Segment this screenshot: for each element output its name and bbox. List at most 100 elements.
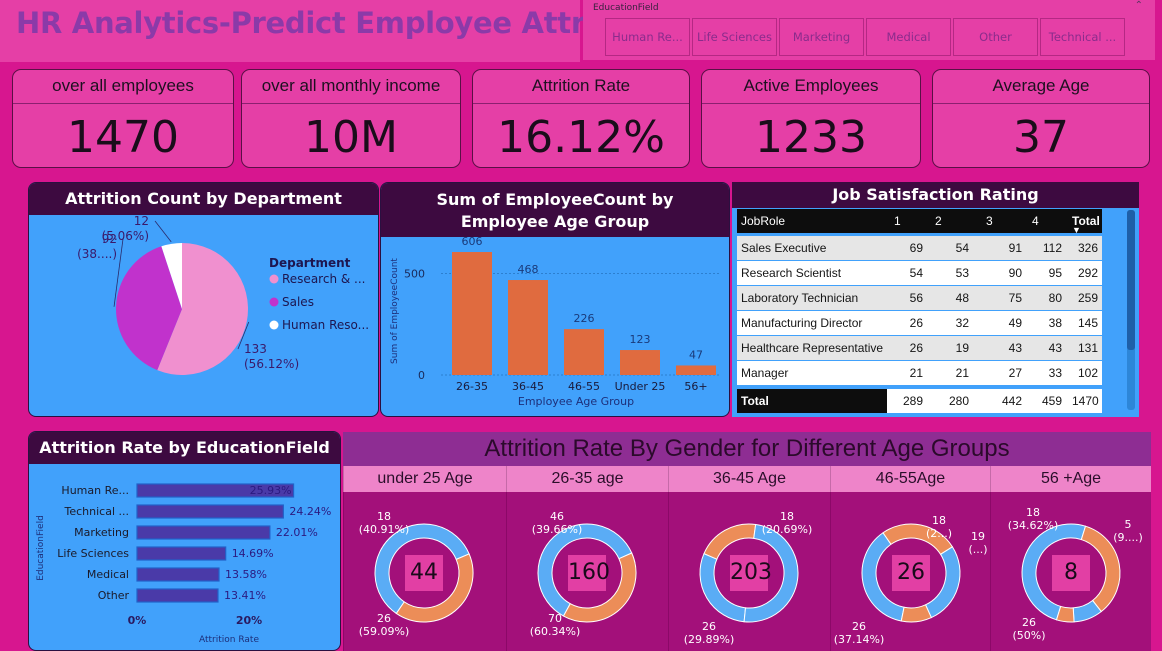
bar xyxy=(136,567,220,582)
bar xyxy=(136,546,227,561)
donut-cell: 160 70 (60.34%) 46 (39.66%) xyxy=(506,492,668,651)
legend-entry: Human Reso... xyxy=(282,318,369,332)
pie-pct-label: (5.06%) xyxy=(102,229,149,243)
donut-slice-label: 26 (50%) xyxy=(999,616,1059,642)
table-cell-value: 259 xyxy=(1077,291,1098,305)
table-header-row: JobRole 1 2 3 4 Total ▼ xyxy=(737,209,1102,235)
bar-value-label: 226 xyxy=(574,312,595,325)
slice-count: 18 xyxy=(1026,506,1040,519)
slicer-option[interactable]: Life Sciences xyxy=(692,18,777,56)
kpi-divider xyxy=(702,103,920,104)
donut-slice xyxy=(924,546,961,619)
section-title: Attrition Rate By Gender for Different A… xyxy=(343,432,1151,466)
kpi-label: Attrition Rate xyxy=(531,76,631,95)
x-tick-label: 36-45 xyxy=(512,380,544,393)
slicer-option[interactable]: Medical xyxy=(866,18,951,56)
age-group-bar-panel: Sum of EmployeeCount by Employee Age Gro… xyxy=(380,182,730,417)
table-cell-value: 3 xyxy=(986,214,993,228)
page-title: HR Analytics-Predict Employee Attrition xyxy=(16,6,658,40)
pie-slice xyxy=(157,243,249,375)
table-cell-value: 112 xyxy=(1042,241,1062,255)
table-cell-value: 21 xyxy=(909,366,923,380)
kpi-label: Average Age xyxy=(992,76,1090,95)
slice-pct: (29.89%) xyxy=(683,633,735,646)
bar xyxy=(452,252,492,375)
x-tick-label: 20% xyxy=(236,614,262,627)
table-cell-value: 292 xyxy=(1077,266,1098,280)
scrollbar-thumb[interactable] xyxy=(1127,210,1135,350)
slicer-option[interactable]: Other xyxy=(953,18,1038,56)
table-row: Research Scientist 54 53 90 95 292 xyxy=(737,261,1102,285)
kpi-card-average-age: Average Age 37 xyxy=(932,69,1150,168)
table-cell-value: 26 xyxy=(909,341,923,355)
y-tick-label: Technical ... xyxy=(64,505,130,518)
table-cell-value: 48 xyxy=(955,291,969,305)
table-cell-value: 27 xyxy=(1008,366,1022,380)
donut-slice xyxy=(562,552,637,623)
slice-pct: (39.66%) xyxy=(531,523,583,536)
age-group-header: 26-35 age xyxy=(506,466,668,492)
slice-pct: (50%) xyxy=(1012,629,1046,642)
donut-center-value: 44 xyxy=(405,555,443,591)
education-field-bar-chart: Human Re... 25.93% Technical ... 24.24% Mark… xyxy=(36,483,331,645)
donut-cell: 8 26 (50%) 18 (34.62%) 5 (9....) xyxy=(990,492,1151,651)
y-tick-label: 0 xyxy=(418,369,425,382)
slicer-option[interactable]: Human Re... xyxy=(605,18,690,56)
donut-cell: 26 26 (37.14%) 18 (2...) 19 (...) xyxy=(830,492,990,651)
pie-slice xyxy=(161,243,182,309)
donut-slice-label: 5 (9....) xyxy=(1113,518,1143,544)
table-scrollbar[interactable] xyxy=(1127,210,1135,410)
legend-entry: Research & ... xyxy=(282,272,365,286)
table-cell-value: 459 xyxy=(1041,394,1062,408)
table-cell-label: Research Scientist xyxy=(741,266,842,280)
table-cell-value: 19 xyxy=(955,341,969,355)
gender-donut-chart xyxy=(699,523,799,623)
table-cell-value: 38 xyxy=(1048,316,1062,330)
legend-title: Department xyxy=(269,256,351,270)
table-cell-value: 43 xyxy=(1008,341,1022,355)
donut-center-value: 160 xyxy=(568,555,610,591)
table-cell-value: 43 xyxy=(1048,341,1062,355)
slice-count: 19 xyxy=(971,530,985,543)
slicer-option[interactable]: Marketing xyxy=(779,18,864,56)
table-cell-value: 289 xyxy=(902,394,923,408)
donut-slice-label: 18 (34.62%) xyxy=(1003,506,1063,532)
chevron-up-icon[interactable]: ⌃ xyxy=(1134,0,1143,11)
panel-title: Sum of EmployeeCount by Employee Age Gro… xyxy=(381,183,729,237)
bar xyxy=(620,350,660,375)
pie-value-label: 92 xyxy=(102,232,117,246)
bar-value-label: 24.24% xyxy=(289,505,331,518)
slicer-label: EducationField xyxy=(593,3,659,13)
slice-pct: (59.09%) xyxy=(358,625,410,638)
kpi-value: 1470 xyxy=(67,112,179,163)
bar xyxy=(564,329,604,375)
education-field-bar-panel: Attrition Rate by EducationField Human R… xyxy=(28,431,341,651)
table-cell-value: 1470 xyxy=(1072,394,1099,408)
donut-cell: 203 26 (29.89%) 18 (20.69%) xyxy=(668,492,830,651)
bar xyxy=(136,504,284,519)
table-row: Healthcare Representative 26 19 43 43 131 xyxy=(737,336,1102,360)
table-row: Manager 21 21 27 33 102 xyxy=(737,361,1102,385)
table-cell-value: 91 xyxy=(1008,241,1022,255)
kpi-value: 16.12% xyxy=(497,112,665,163)
bar-value-label: 468 xyxy=(518,263,539,276)
table-row: Laboratory Technician 56 48 75 80 259 xyxy=(737,286,1102,310)
y-tick-label: 500 xyxy=(404,268,425,281)
donut-slice-label: 46 (39.66%) xyxy=(527,510,587,536)
age-group-header: 56 +Age xyxy=(990,466,1151,492)
bar xyxy=(136,525,271,540)
kpi-label: over all monthly income xyxy=(261,76,441,95)
y-axis-title: Sum of EmployeeCount xyxy=(390,258,400,364)
kpi-value: 10M xyxy=(304,112,398,163)
table-cell-label: Sales Executive xyxy=(741,241,827,255)
slice-pct: (60.34%) xyxy=(529,625,581,638)
slicer-option[interactable]: Technical ... xyxy=(1040,18,1125,56)
table-cell-value: 75 xyxy=(1008,291,1022,305)
slice-count: 26 xyxy=(1022,616,1036,629)
slice-pct: (2...) xyxy=(925,527,953,540)
table-cell-value: 4 xyxy=(1032,214,1039,228)
sort-desc-icon[interactable]: ▼ xyxy=(1072,225,1081,235)
legend-entry: Sales xyxy=(282,295,314,309)
bar xyxy=(508,280,548,375)
slice-count: 18 xyxy=(780,510,794,523)
